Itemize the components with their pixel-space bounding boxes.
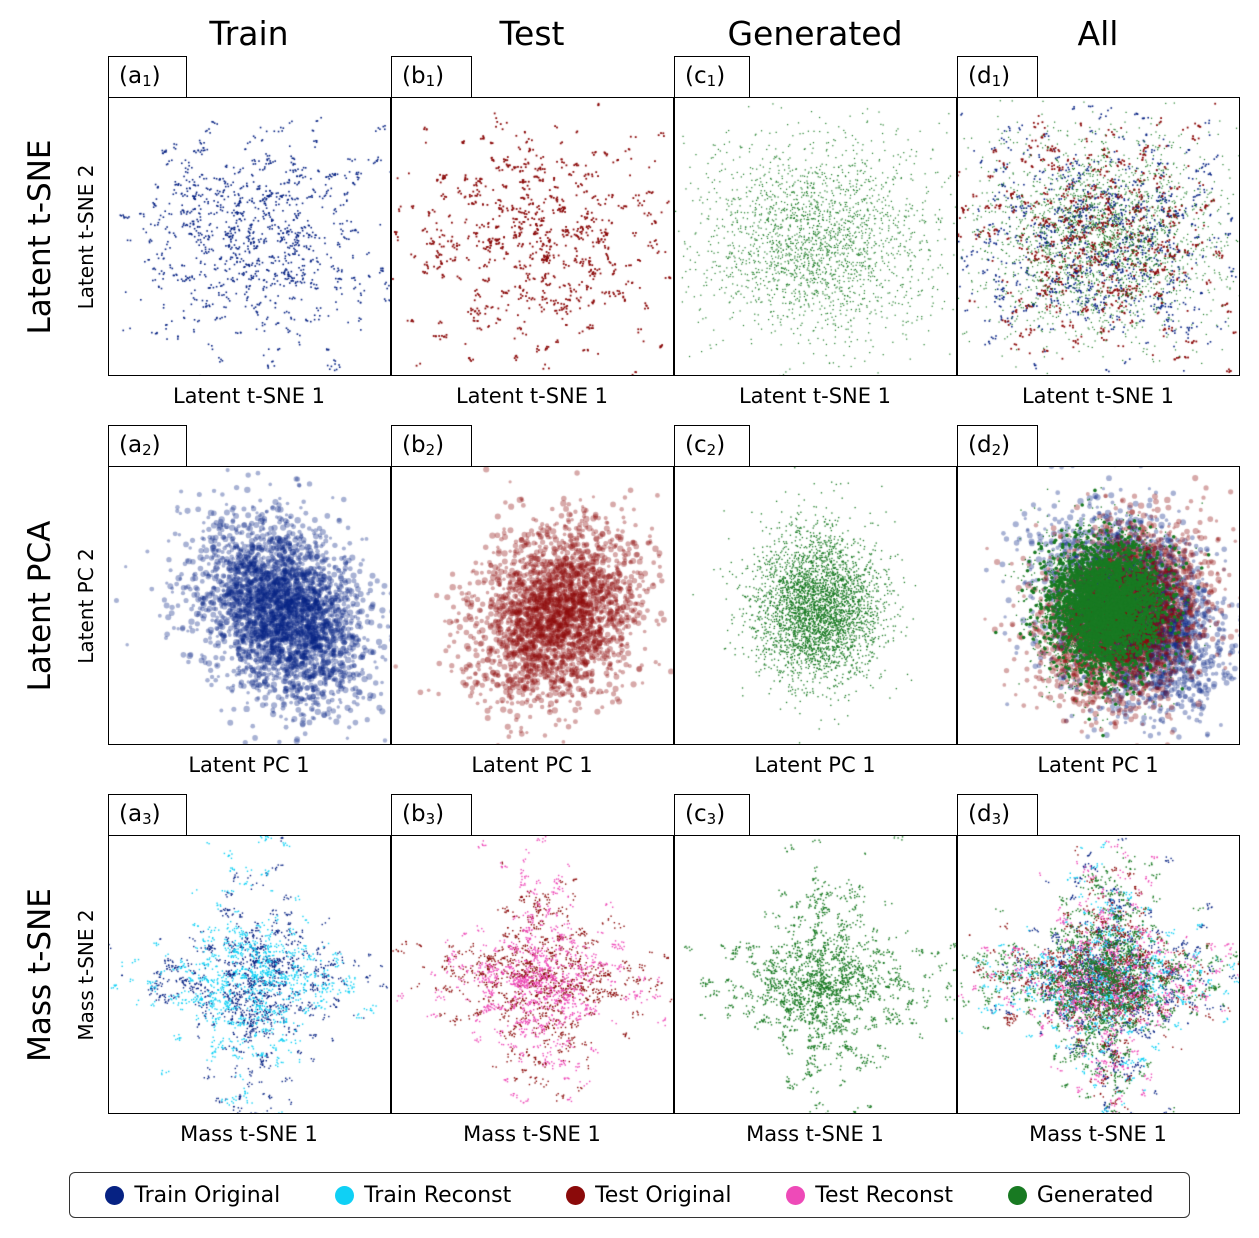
panel-tag-index: 2 <box>991 441 1002 459</box>
panel-tag-d1: (d1) <box>957 56 1038 97</box>
column-title-generated: Generated <box>727 14 903 53</box>
scatter-panel-b2 <box>391 466 674 745</box>
x-axis-label-d1: Latent t-SNE 1 <box>1021 384 1175 408</box>
scatter-points <box>675 467 956 744</box>
panel-tag-a1: (a1) <box>108 56 187 97</box>
scatter-points <box>958 467 1239 744</box>
scatter-points <box>392 98 673 375</box>
panel-tag-b2: (b2) <box>391 425 472 466</box>
panel-tag-a2: (a2) <box>108 425 187 466</box>
scatter-panel-d1 <box>957 97 1240 376</box>
row-title-latent-tsne: Latent t-SNE <box>22 139 58 335</box>
scatter-panel-c3 <box>674 835 957 1114</box>
scatter-panel-a3 <box>108 835 391 1114</box>
x-axis-label-c1: Latent t-SNE 1 <box>738 384 892 408</box>
column-title-train: Train <box>209 14 289 53</box>
legend-label: Test Reconst <box>815 1182 954 1208</box>
x-axis-label-c2: Latent PC 1 <box>754 753 876 777</box>
scatter-points <box>109 98 390 375</box>
panel-tag-index: 1 <box>425 72 436 90</box>
x-axis-label-b3: Mass t-SNE 1 <box>463 1122 601 1146</box>
panel-tag-index: 3 <box>425 810 436 828</box>
row-title-latent-pca: Latent PCA <box>22 520 58 692</box>
scatter-panel-d2 <box>957 466 1240 745</box>
legend: Train Original Train Reconst Test Origin… <box>69 1172 1190 1218</box>
panel-tag-letter: d <box>976 432 992 458</box>
scatter-points <box>392 467 673 744</box>
legend-item-train-original: Train Original <box>105 1183 280 1208</box>
scatter-panel-c1 <box>674 97 957 376</box>
y-axis-label-row-1: Latent t-SNE 2 <box>74 164 98 310</box>
panel-tag-letter: b <box>410 801 426 827</box>
legend-marker <box>566 1185 586 1205</box>
panel-tag-index: 3 <box>991 810 1002 828</box>
scatter-panel-a1 <box>108 97 391 376</box>
scatter-points <box>958 836 1239 1113</box>
y-axis-label-row-2: Latent PC 2 <box>74 548 98 664</box>
column-title-all: All <box>1077 14 1119 53</box>
x-axis-label-a1: Latent t-SNE 1 <box>172 384 326 408</box>
legend-item-test-original: Test Original <box>566 1183 731 1208</box>
panel-tag-letter: c <box>693 801 707 827</box>
panel-tag-letter: c <box>693 63 707 89</box>
y-axis-label-row-3: Mass t-SNE 2 <box>74 909 98 1041</box>
panel-tag-letter: d <box>976 63 992 89</box>
panel-tag-c1: (c1) <box>674 56 750 97</box>
panel-tag-c3: (c3) <box>674 794 750 835</box>
x-axis-label-a2: Latent PC 1 <box>188 753 310 777</box>
scatter-points <box>958 98 1239 375</box>
panel-tag-letter: c <box>693 432 707 458</box>
legend-marker <box>335 1185 355 1205</box>
scatter-panel-a2 <box>108 466 391 745</box>
scatter-points <box>675 836 956 1113</box>
panel-tag-index: 2 <box>142 441 152 459</box>
scatter-panel-b3 <box>391 835 674 1114</box>
panel-tag-index: 2 <box>706 441 717 459</box>
legend-item-test-reconst: Test Reconst <box>786 1183 953 1208</box>
x-axis-label-d3: Mass t-SNE 1 <box>1029 1122 1167 1146</box>
x-axis-label-b1: Latent t-SNE 1 <box>455 384 609 408</box>
panel-tag-letter: b <box>410 63 426 89</box>
panel-tag-index: 2 <box>425 441 436 459</box>
panel-tag-letter: b <box>410 432 426 458</box>
legend-label: Test Original <box>595 1182 732 1208</box>
panel-tag-b3: (b3) <box>391 794 472 835</box>
x-axis-label-d2: Latent PC 1 <box>1037 753 1159 777</box>
panel-tag-d2: (d2) <box>957 425 1038 466</box>
legend-item-train-reconst: Train Reconst <box>335 1183 511 1208</box>
legend-item-generated: Generated <box>1007 1182 1154 1208</box>
legend-marker <box>105 1185 125 1205</box>
scatter-points <box>392 836 673 1113</box>
legend-label: Generated <box>1036 1182 1154 1208</box>
panel-tag-index: 1 <box>706 72 717 90</box>
panel-tag-letter: d <box>976 801 992 827</box>
panel-tag-index: 3 <box>142 810 152 828</box>
scatter-panel-c2 <box>674 466 957 745</box>
scatter-panel-b1 <box>391 97 674 376</box>
panel-tag-letter: a <box>127 801 143 827</box>
panel-tag-c2: (c2) <box>674 425 750 466</box>
legend-label: Train Reconst <box>364 1182 512 1208</box>
panel-tag-index: 1 <box>142 72 152 90</box>
panel-tag-d3: (d3) <box>957 794 1038 835</box>
panel-tag-letter: a <box>127 63 143 89</box>
panel-tag-index: 1 <box>991 72 1002 90</box>
scatter-points <box>109 836 390 1113</box>
panel-tag-index: 3 <box>706 810 717 828</box>
legend-label: Train Original <box>134 1182 281 1208</box>
legend-marker <box>786 1185 806 1205</box>
panel-tag-b1: (b1) <box>391 56 472 97</box>
column-title-test: Test <box>499 14 565 53</box>
panel-tag-letter: a <box>127 432 143 458</box>
scatter-panel-d3 <box>957 835 1240 1114</box>
x-axis-label-a3: Mass t-SNE 1 <box>180 1122 318 1146</box>
x-axis-label-c3: Mass t-SNE 1 <box>746 1122 884 1146</box>
x-axis-label-b2: Latent PC 1 <box>471 753 593 777</box>
scatter-points <box>109 467 390 744</box>
scatter-points <box>675 98 956 375</box>
legend-marker <box>1007 1185 1027 1205</box>
row-title-mass-tsne: Mass t-SNE <box>22 888 58 1062</box>
panel-tag-a3: (a3) <box>108 794 187 835</box>
